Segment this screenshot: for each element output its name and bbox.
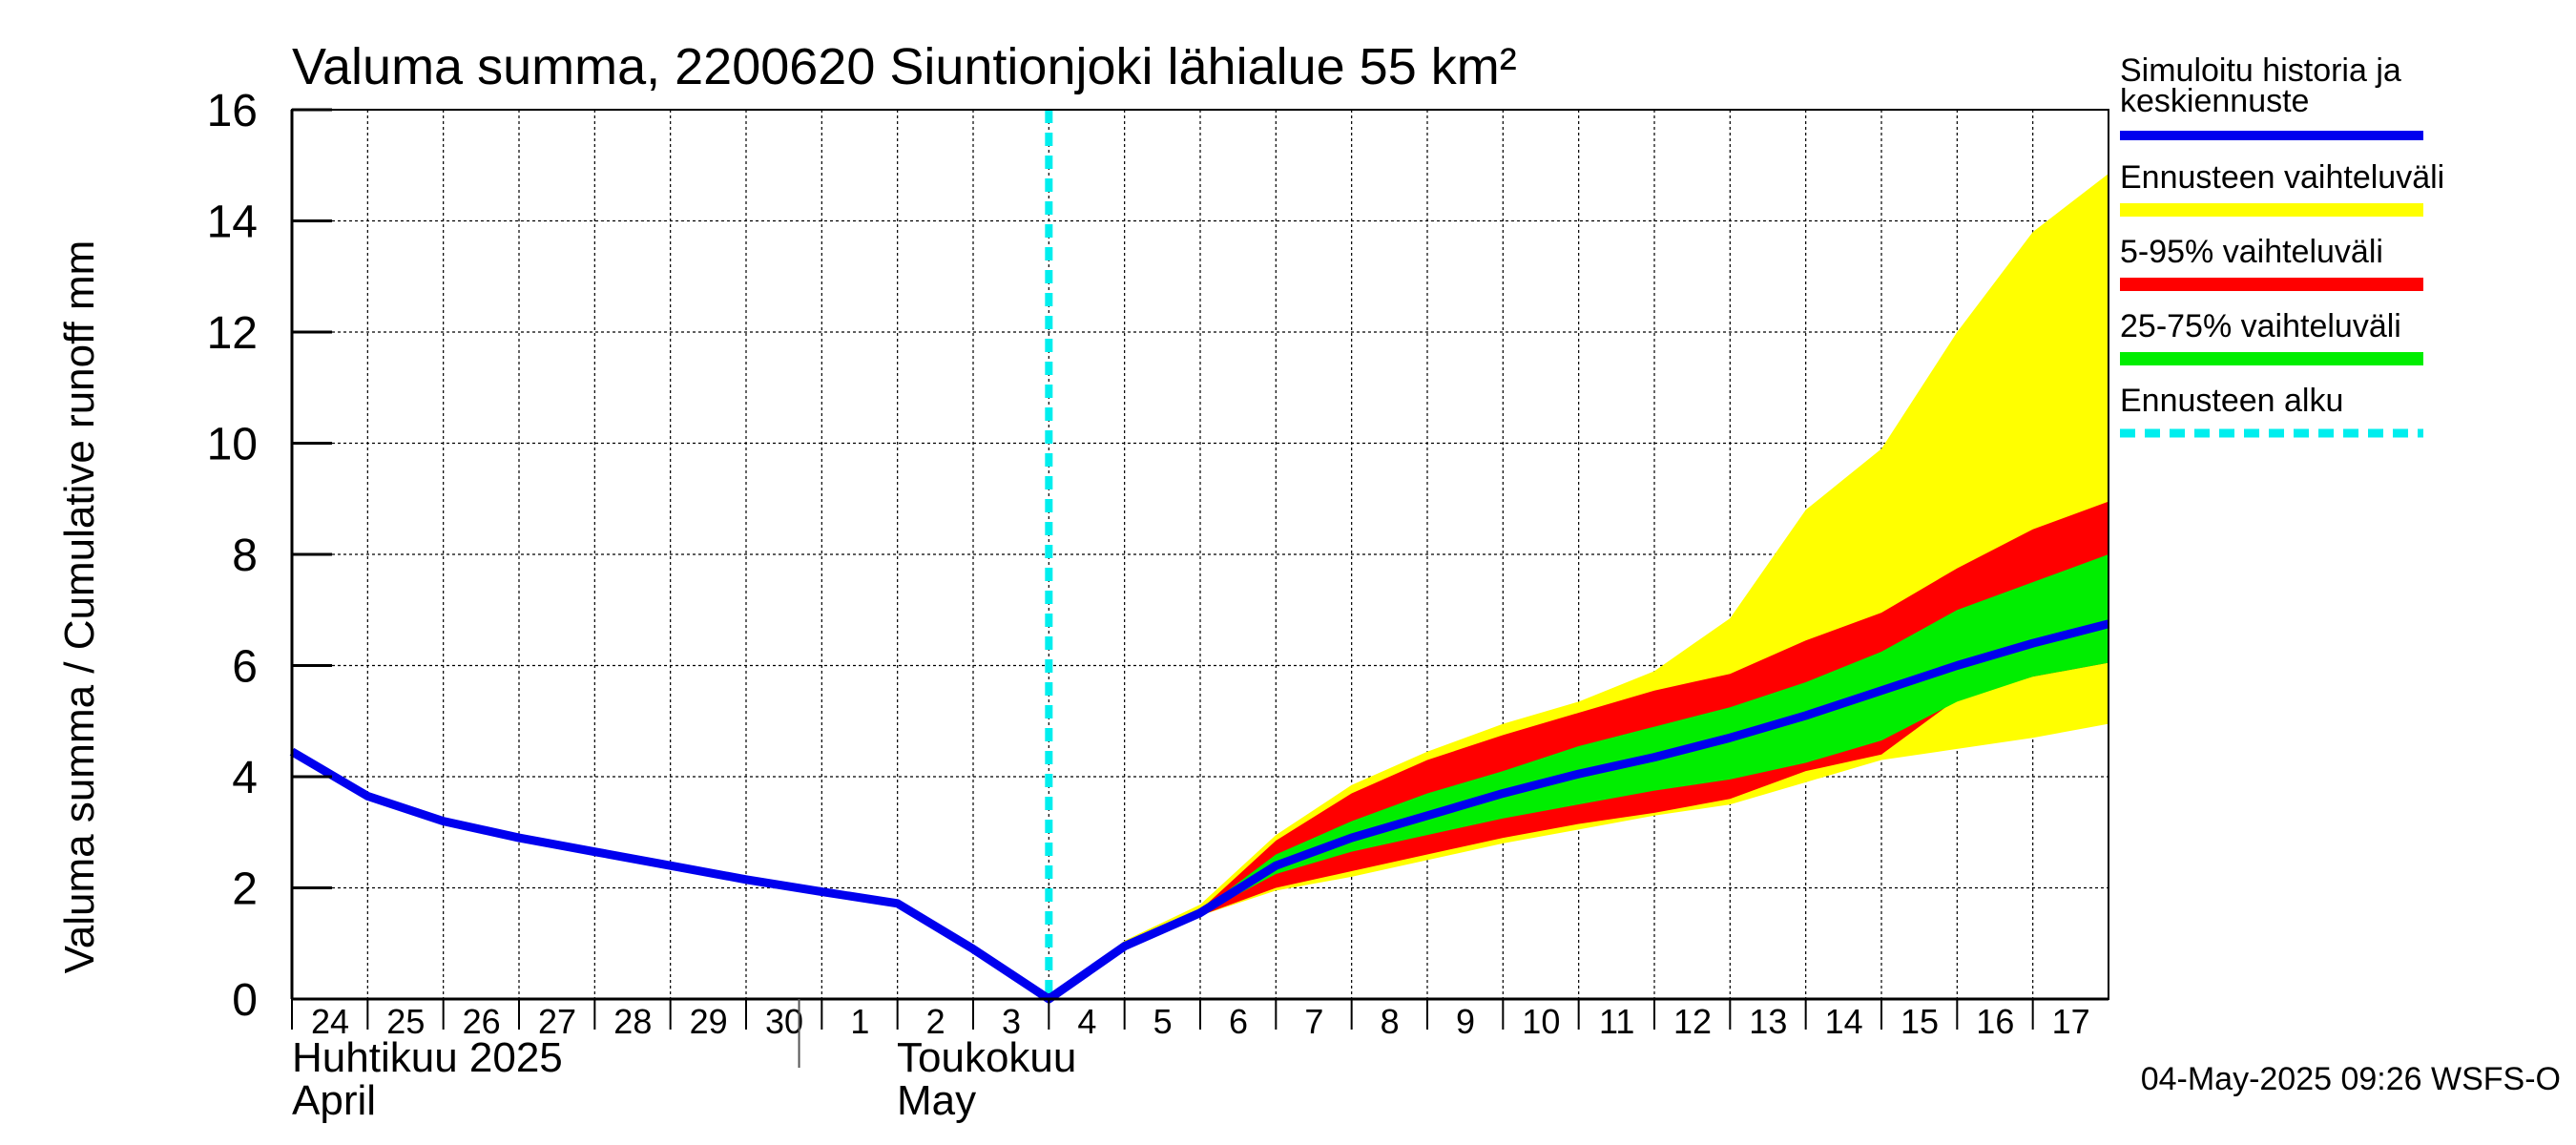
legend-label-forecast-start: Ennusteen alku bbox=[2120, 383, 2343, 419]
legend-label-25-75: 25-75% vaihteluväli bbox=[2120, 308, 2401, 344]
x-tick-label: 7 bbox=[1304, 1002, 1323, 1041]
legend-label-5-95: 5-95% vaihteluväli bbox=[2120, 234, 2383, 270]
x-tick-label: 1 bbox=[850, 1002, 869, 1041]
month-label-april-en: April bbox=[292, 1077, 376, 1124]
legend: Simuloitu historia ja keskiennuste Ennus… bbox=[2120, 52, 2444, 438]
x-tick-label: 26 bbox=[463, 1002, 501, 1041]
y-tick-label: 6 bbox=[232, 642, 258, 693]
series-line-median bbox=[289, 619, 2110, 1004]
y-tick-label: 12 bbox=[207, 308, 258, 359]
y-tick-label: 0 bbox=[232, 975, 258, 1026]
y-tick-label: 16 bbox=[207, 86, 258, 136]
x-tick-label: 10 bbox=[1522, 1002, 1560, 1041]
y-tick-label: 2 bbox=[232, 864, 258, 915]
x-tick-label: 5 bbox=[1153, 1002, 1173, 1041]
footer-timestamp: 04-May-2025 09:26 WSFS-O bbox=[2141, 1061, 2561, 1097]
chart-title: Valuma summa, 2200620 Siuntionjoki lähia… bbox=[292, 38, 1517, 95]
x-tick-label: 9 bbox=[1456, 1002, 1475, 1041]
x-tick-label: 25 bbox=[386, 1002, 425, 1041]
x-tick-label: 17 bbox=[2052, 1002, 2090, 1041]
x-tick-label: 8 bbox=[1381, 1002, 1400, 1041]
x-tick-label: 27 bbox=[538, 1002, 576, 1041]
band-full-range bbox=[1049, 173, 2109, 1000]
x-tick-label: 24 bbox=[311, 1002, 349, 1041]
month-label-may-en: May bbox=[897, 1077, 976, 1124]
y-tick-label: 14 bbox=[207, 198, 258, 248]
x-axis-ticks: 24 25 26 27 28 29 30 1 2 3 4 5 6 7 8 9 10 11 12 13 14 15 16 17 bbox=[291, 997, 2109, 1068]
legend-label-median-line2: keskiennuste bbox=[2120, 83, 2309, 119]
legend-label-median-line1: Simuloitu historia ja bbox=[2120, 52, 2401, 89]
x-tick-label: 30 bbox=[765, 1002, 803, 1041]
y-tick-label: 8 bbox=[232, 531, 258, 581]
month-label-may-fi: Toukokuu bbox=[897, 1034, 1076, 1081]
y-tick-label: 4 bbox=[232, 753, 258, 803]
x-tick-label: 2 bbox=[926, 1002, 945, 1041]
month-label-april-fi: Huhtikuu 2025 bbox=[292, 1034, 563, 1081]
x-tick-label: 6 bbox=[1229, 1002, 1248, 1041]
x-tick-label: 16 bbox=[1976, 1002, 2014, 1041]
x-tick-label: 12 bbox=[1673, 1002, 1712, 1041]
x-tick-label: 15 bbox=[1901, 1002, 1939, 1041]
x-tick-label: 11 bbox=[1599, 1002, 1634, 1041]
x-tick-label: 4 bbox=[1077, 1002, 1096, 1041]
x-tick-label: 13 bbox=[1749, 1002, 1787, 1041]
y-tick-label: 10 bbox=[207, 420, 258, 470]
x-tick-label: 14 bbox=[1825, 1002, 1863, 1041]
x-tick-label: 3 bbox=[1002, 1002, 1021, 1041]
x-tick-label: 29 bbox=[690, 1002, 728, 1041]
y-axis-label: Valuma summa / Cumulative runoff mm bbox=[56, 240, 103, 974]
legend-label-full-range: Ennusteen vaihteluväli bbox=[2120, 159, 2444, 196]
y-axis-ticks: 0 2 4 6 8 10 12 14 16 bbox=[207, 86, 332, 1026]
x-tick-label: 28 bbox=[613, 1002, 652, 1041]
